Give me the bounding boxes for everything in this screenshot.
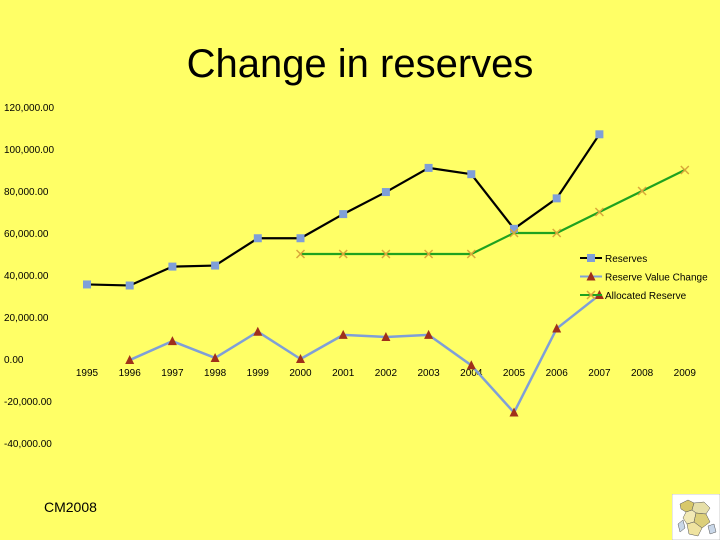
marker-stroke	[680, 165, 690, 175]
marker-stroke	[552, 228, 562, 238]
marker-stroke	[586, 290, 596, 300]
y-axis-labels: -40,000.00 -20,000.00 0.00 20,000.00 40,000.…	[4, 103, 54, 450]
x-tick-label: 1996	[119, 368, 142, 379]
data-point-reserves	[381, 188, 390, 197]
legend-marker-reserve-value-change	[586, 271, 596, 281]
data-point-reserves	[552, 194, 561, 203]
data-point-reserve-value-change	[466, 360, 476, 370]
x-axis-labels: 1995 1996 1997 1998 1999 2000 2001 2002 2003 2004…	[76, 368, 696, 379]
marker-stroke	[381, 249, 391, 259]
data-point-reserves	[339, 210, 348, 219]
y-tick-label: 120,000.00	[4, 103, 54, 114]
data-point-reserve-value-change	[552, 323, 562, 333]
data-point-reserves	[168, 262, 177, 271]
data-point-reserve-value-change	[296, 354, 305, 363]
legend-marker-reserves	[587, 254, 595, 262]
data-point-reserve-value-change	[253, 326, 263, 336]
data-point-allocated-reserve	[552, 228, 562, 238]
y-tick-label: 60,000.00	[4, 229, 49, 240]
data-point-reserves	[211, 261, 220, 270]
y-tick-label: -20,000.00	[4, 397, 52, 408]
y-tick-label: 0.00	[4, 355, 24, 366]
data-point-allocated-reserve	[466, 249, 476, 259]
data-point-allocated-reserve	[424, 249, 434, 259]
x-tick-label: 1997	[161, 368, 184, 379]
x-tick-label: 1998	[204, 368, 227, 379]
series-line-reserve-value-change	[129, 293, 601, 414]
series-markers	[83, 130, 690, 417]
data-point-reserve-value-change	[381, 331, 391, 341]
x-tick-label: 2004	[460, 368, 483, 379]
data-point-reserves	[595, 130, 604, 139]
legend-label-reserve-value-change: Reserve Value Change	[605, 273, 708, 284]
y-tick-label: 100,000.00	[4, 145, 54, 156]
map-thumbnail-image	[672, 494, 720, 540]
data-point-reserve-value-change	[210, 352, 220, 362]
x-tick-label: 1995	[76, 368, 99, 379]
y-tick-label: 80,000.00	[4, 187, 49, 198]
data-point-reserves	[253, 234, 262, 243]
marker-stroke	[295, 249, 306, 259]
data-point-allocated-reserve	[381, 249, 391, 259]
x-tick-label: 2001	[332, 368, 355, 379]
data-point-allocated-reserve	[680, 165, 690, 175]
marker-stroke	[509, 228, 519, 238]
x-tick-label: 2003	[417, 368, 440, 379]
data-point-reserve-value-change	[424, 329, 434, 339]
data-point-allocated-reserve	[637, 186, 647, 196]
data-point-allocated-reserve	[594, 207, 604, 217]
data-point-reserve-value-change	[509, 407, 519, 417]
legend-label-allocated-reserve: Allocated Reserve	[605, 291, 687, 302]
data-point-allocated-reserve	[338, 249, 348, 259]
marker-stroke	[637, 186, 647, 196]
legend: Reserves Reserve Value Change Allocated Re…	[580, 254, 708, 302]
marker-stroke	[466, 249, 476, 259]
data-point-reserve-value-change	[338, 329, 348, 339]
data-point-reserve-value-change	[125, 355, 135, 365]
y-tick-label: 40,000.00	[4, 271, 49, 282]
y-tick-label: 20,000.00	[4, 313, 49, 324]
x-tick-label: 1999	[247, 368, 270, 379]
x-tick-label: 2009	[674, 368, 697, 379]
x-tick-label: 2008	[631, 368, 654, 379]
marker-stroke	[338, 249, 348, 259]
marker-stroke	[594, 207, 604, 217]
x-tick-label: 2000	[289, 368, 312, 379]
data-point-reserves	[467, 170, 476, 179]
x-tick-label: 2006	[546, 368, 569, 379]
data-point-allocated-reserve	[295, 249, 306, 259]
x-tick-label: 2002	[375, 368, 398, 379]
data-point-reserve-value-change	[167, 336, 177, 346]
data-point-reserves	[125, 281, 134, 290]
footer-label: CM2008	[44, 499, 97, 515]
data-point-reserves	[510, 224, 518, 233]
y-tick-label: -40,000.00	[4, 439, 52, 450]
series-line-reserves	[86, 133, 601, 287]
legend-marker-allocated-reserve	[586, 290, 596, 300]
x-tick-label: 2007	[588, 368, 611, 379]
series-line-allocated-reserve	[300, 169, 686, 256]
chart-title: Change in reserves	[186, 42, 534, 86]
marker-stroke	[424, 249, 434, 259]
data-point-reserves	[83, 280, 91, 289]
data-point-allocated-reserve	[509, 228, 519, 238]
x-tick-label: 2005	[503, 368, 526, 379]
data-point-reserves	[296, 234, 305, 243]
data-point-reserves	[424, 163, 433, 172]
legend-label-reserves: Reserves	[605, 254, 647, 265]
